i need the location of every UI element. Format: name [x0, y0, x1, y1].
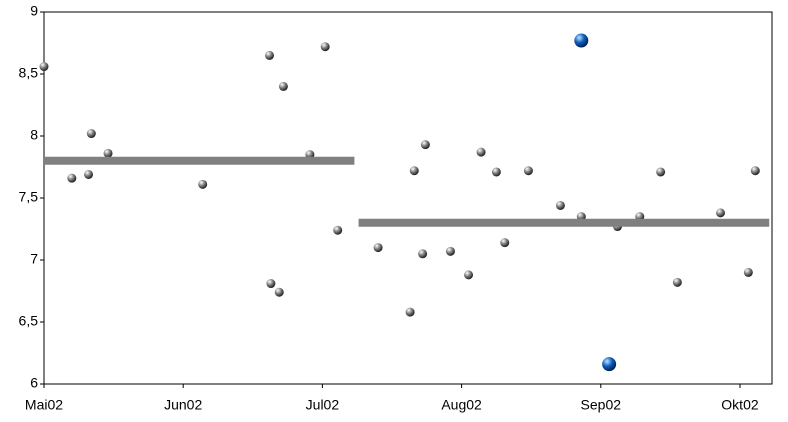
point: [574, 33, 589, 48]
point: [103, 148, 113, 158]
y-tick-label: 8: [30, 127, 38, 143]
x-tick-label: Jul02: [306, 397, 340, 413]
x-tick-label: Okt02: [721, 397, 759, 413]
point: [84, 169, 94, 179]
x-tick-label: Jun02: [164, 397, 202, 413]
point: [715, 208, 725, 218]
y-tick-label: 6,5: [19, 313, 39, 329]
point: [198, 179, 208, 189]
point: [602, 357, 617, 372]
point: [278, 81, 288, 91]
point: [743, 267, 753, 277]
point: [420, 140, 430, 150]
point: [405, 307, 415, 317]
point: [750, 166, 760, 176]
y-tick-label: 7: [30, 251, 38, 267]
x-tick-label: Sep02: [581, 397, 622, 413]
point: [409, 166, 419, 176]
point: [373, 243, 383, 253]
x-tick-label: Aug02: [441, 397, 482, 413]
point: [86, 129, 96, 139]
x-tick-label: Mai02: [25, 397, 63, 413]
y-tick-label: 8,5: [19, 65, 39, 81]
plot-area: [43, 11, 773, 385]
point: [266, 279, 276, 289]
point: [39, 62, 49, 72]
point: [333, 225, 343, 235]
point: [523, 166, 533, 176]
y-tick-label: 9: [30, 3, 38, 19]
point: [320, 42, 330, 52]
point: [264, 50, 274, 60]
point: [445, 246, 455, 256]
y-tick-label: 7,5: [19, 189, 39, 205]
point: [656, 167, 666, 177]
point: [672, 277, 682, 287]
y-tick-label: 6: [30, 375, 38, 391]
point: [491, 167, 501, 177]
point: [418, 249, 428, 259]
point: [500, 238, 510, 248]
point: [67, 173, 77, 183]
point: [476, 147, 486, 157]
point: [555, 200, 565, 210]
point: [274, 287, 284, 297]
point: [464, 270, 474, 280]
